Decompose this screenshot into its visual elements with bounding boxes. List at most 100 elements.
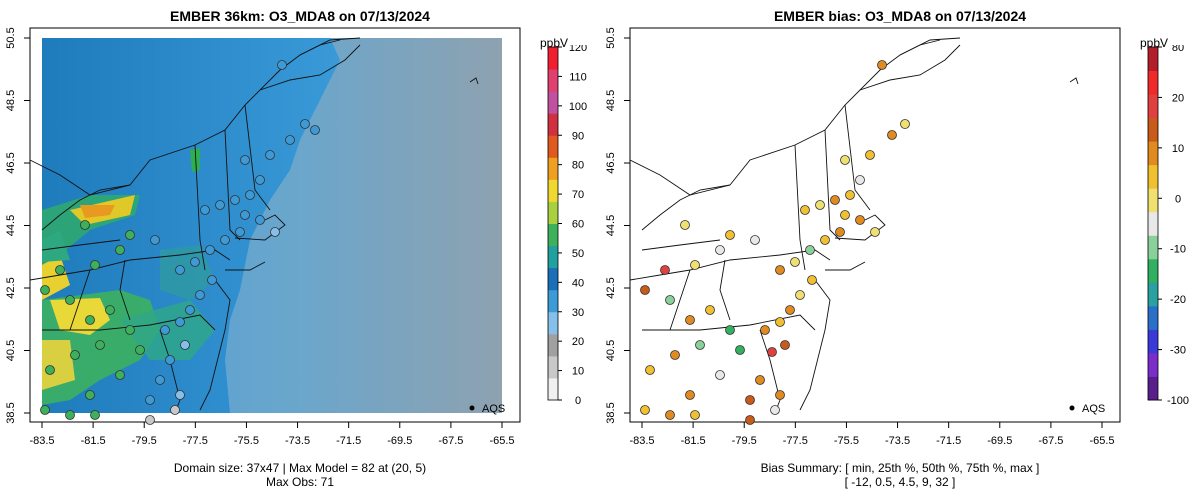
colorbar-segment bbox=[548, 245, 558, 269]
x-tick-label: -73.5 bbox=[885, 435, 910, 447]
x-tick-label: -83.5 bbox=[29, 435, 54, 447]
y-tick-label: 46.5 bbox=[5, 152, 17, 173]
colorbar-frame bbox=[1147, 46, 1159, 401]
x-tick-label: -75.5 bbox=[834, 435, 859, 447]
colorbar-tick-label: 0 bbox=[1175, 193, 1181, 205]
x-tick-label: -67.5 bbox=[1038, 435, 1063, 447]
boundary-lines bbox=[29, 37, 479, 414]
obs-legend: AQS bbox=[469, 403, 505, 415]
aqs-observations bbox=[40, 60, 320, 425]
colorbar-segment bbox=[1148, 188, 1158, 213]
x-tick-label: -81.5 bbox=[81, 435, 106, 447]
x-tick-label: -69.5 bbox=[387, 435, 412, 447]
y-tick-label: 40.5 bbox=[5, 340, 17, 361]
ozone-field bbox=[42, 38, 502, 413]
colorbar-tick-label: 80 bbox=[572, 160, 584, 172]
colorbar-segment bbox=[548, 311, 558, 335]
obs-legend: AQS bbox=[1069, 403, 1105, 415]
x-tick-label: -79.5 bbox=[132, 435, 157, 447]
colorbar-segment bbox=[1148, 282, 1158, 307]
colorbar-segment bbox=[548, 113, 558, 136]
colorbar-segment bbox=[548, 69, 558, 92]
y-tick-label: 42.5 bbox=[5, 277, 17, 298]
bias-map-svg: AQS -83.5 -81.5 -79.5 -77.5 -75.5 -73.5 -71.5-… bbox=[605, 27, 1121, 447]
colorbar-segment bbox=[1148, 141, 1158, 166]
colorbar-segment bbox=[548, 223, 558, 247]
model-title: EMBER 36km: O3_MDA8 on 07/13/2024 bbox=[170, 8, 430, 24]
colorbar-segment bbox=[548, 179, 558, 202]
y-tick-label: 48.5 bbox=[605, 90, 617, 111]
colorbar-tick-label: 10 bbox=[572, 366, 584, 378]
plot-frame bbox=[629, 27, 1121, 423]
model-footer-summary: Domain size: 37x47 | Max Model = 82 at (… bbox=[173, 461, 427, 475]
x-tick-label: -83.5 bbox=[629, 435, 654, 447]
bias-footer-summary: Bias Summary: [ min, 25th %, 50th %, 75t… bbox=[760, 461, 1040, 475]
x-tick-label: -67.5 bbox=[438, 435, 463, 447]
colorbar-tick-label: 60 bbox=[572, 219, 584, 231]
obs-legend-label: AQS bbox=[1082, 403, 1105, 415]
y-tick-label: 50.5 bbox=[5, 27, 17, 48]
colorbar-segment bbox=[1148, 211, 1158, 236]
colorbar-tick-label: 110 bbox=[569, 71, 587, 83]
colorbar-segment bbox=[548, 135, 558, 158]
colorbar-segment bbox=[548, 201, 558, 224]
y-tick-label: 48.5 bbox=[5, 90, 17, 111]
colorbar: 0 10 20 30 40 50 60 70 80 90 100 110 120 bbox=[547, 45, 587, 407]
colorbar-tick-label: 40 bbox=[572, 277, 584, 289]
y-tick-label: 44.5 bbox=[5, 215, 17, 236]
model-footer-maxobs: Max Obs: 71 bbox=[265, 475, 335, 489]
y-tick-label: 50.5 bbox=[605, 27, 617, 48]
colorbar-tick-label: -20 bbox=[1170, 294, 1186, 306]
colorbar-tick-label: 0 bbox=[575, 395, 581, 407]
x-tick-label: -79.5 bbox=[732, 435, 757, 447]
colorbar-segment bbox=[548, 355, 558, 379]
x-tick-label: -65.5 bbox=[489, 435, 514, 447]
bias-panel: EMBER bias: O3_MDA8 on 07/13/2024 bbox=[600, 0, 1200, 502]
colorbar-segment bbox=[1148, 235, 1158, 260]
colorbar-segment bbox=[1148, 117, 1158, 142]
boundary-lines bbox=[629, 37, 1079, 414]
x-tick-label: -73.5 bbox=[285, 435, 310, 447]
model-panel: EMBER 36km: O3_MDA8 on 07/13/2024 bbox=[5, 8, 587, 489]
x-tick-label: -71.5 bbox=[336, 435, 361, 447]
x-tick-label: -77.5 bbox=[783, 435, 808, 447]
x-axis: -83.5 -81.5 -79.5 -77.5 -75.5 -73.5 -71.5 -69.5… bbox=[29, 422, 515, 447]
colorbar-segment bbox=[548, 333, 558, 357]
colorbar-segment bbox=[1148, 164, 1158, 189]
colorbar-tick-label: 120 bbox=[569, 45, 587, 54]
colorbar-segment bbox=[1148, 258, 1158, 283]
x-tick-label: -75.5 bbox=[234, 435, 259, 447]
y-tick-label: 42.5 bbox=[605, 277, 617, 298]
colorbar-tick-label: 30 bbox=[572, 307, 584, 319]
x-tick-label: -81.5 bbox=[681, 435, 706, 447]
colorbar-tick-label: 100 bbox=[569, 101, 587, 113]
colorbar-tick-label: -10 bbox=[1170, 244, 1186, 256]
bias-footer-values: [ -12, 0.5, 4.5, 9, 32 ] bbox=[844, 475, 956, 489]
colorbar-segment bbox=[1148, 94, 1158, 119]
bias-observations bbox=[640, 60, 910, 425]
colorbar-segment bbox=[548, 91, 558, 114]
model-map-svg: AQS -83.5 -81.5 -79.5 -77.5 -75.5 -73.5 -71.5-… bbox=[5, 27, 521, 447]
y-tick-label: 40.5 bbox=[605, 340, 617, 361]
colorbar-tick-label: -100 bbox=[1167, 395, 1189, 407]
colorbar-segment bbox=[548, 47, 558, 70]
colorbar-segment bbox=[548, 267, 558, 291]
bias-title: EMBER bias: O3_MDA8 on 07/13/2024 bbox=[773, 8, 1027, 24]
y-tick-label: 46.5 bbox=[605, 152, 617, 173]
colorbar-tick-label: 10 bbox=[1172, 143, 1184, 155]
colorbar-segment bbox=[1148, 329, 1158, 354]
y-axis: 38.5 40.5 42.5 44.5 46.5 48.5 50.5 bbox=[605, 27, 630, 424]
colorbar-tick-label: -30 bbox=[1170, 345, 1186, 357]
y-axis: 38.5 40.5 42.5 44.5 46.5 48.5 50.5 bbox=[5, 27, 30, 424]
x-tick-label: -77.5 bbox=[183, 435, 208, 447]
y-tick-label: 38.5 bbox=[605, 402, 617, 423]
colorbar-segment bbox=[1148, 305, 1158, 330]
colorbar-tick-label: 90 bbox=[572, 130, 584, 142]
colorbar-segment bbox=[1148, 352, 1158, 377]
x-tick-label: -69.5 bbox=[987, 435, 1012, 447]
x-axis: -83.5 -81.5 -79.5 -77.5 -75.5 -73.5 -71.5 -69.5… bbox=[629, 422, 1115, 447]
colorbar-tick-label: 20 bbox=[1172, 92, 1184, 104]
y-tick-label: 38.5 bbox=[5, 402, 17, 423]
colorbar-segment bbox=[1148, 70, 1158, 95]
